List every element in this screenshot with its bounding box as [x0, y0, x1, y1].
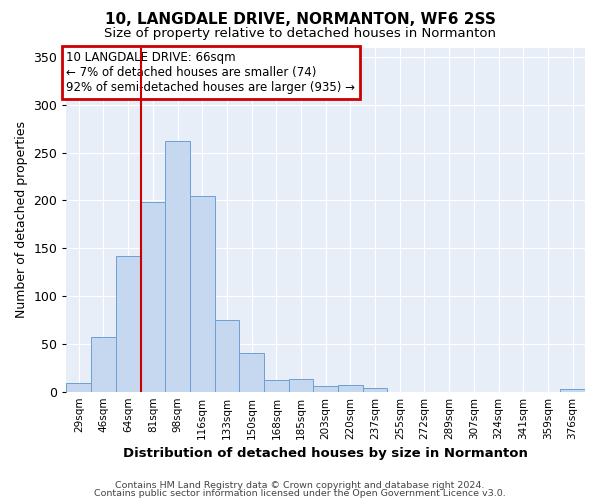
Bar [140, 202, 165, 392]
Bar [560, 389, 585, 392]
Bar [363, 388, 388, 392]
Bar [190, 196, 215, 392]
Bar [239, 354, 264, 392]
Bar [313, 386, 338, 392]
X-axis label: Distribution of detached houses by size in Normanton: Distribution of detached houses by size … [123, 447, 528, 460]
Text: Contains HM Land Registry data © Crown copyright and database right 2024.: Contains HM Land Registry data © Crown c… [115, 480, 485, 490]
Bar [116, 256, 140, 392]
Bar [165, 141, 190, 392]
Bar [289, 380, 313, 392]
Text: Contains public sector information licensed under the Open Government Licence v3: Contains public sector information licen… [94, 489, 506, 498]
Bar [215, 320, 239, 392]
Bar [264, 380, 289, 392]
Bar [338, 385, 363, 392]
Text: 10, LANGDALE DRIVE, NORMANTON, WF6 2SS: 10, LANGDALE DRIVE, NORMANTON, WF6 2SS [104, 12, 496, 28]
Text: 10 LANGDALE DRIVE: 66sqm
← 7% of detached houses are smaller (74)
92% of semi-de: 10 LANGDALE DRIVE: 66sqm ← 7% of detache… [67, 51, 355, 94]
Bar [91, 337, 116, 392]
Y-axis label: Number of detached properties: Number of detached properties [15, 121, 28, 318]
Text: Size of property relative to detached houses in Normanton: Size of property relative to detached ho… [104, 28, 496, 40]
Bar [67, 383, 91, 392]
